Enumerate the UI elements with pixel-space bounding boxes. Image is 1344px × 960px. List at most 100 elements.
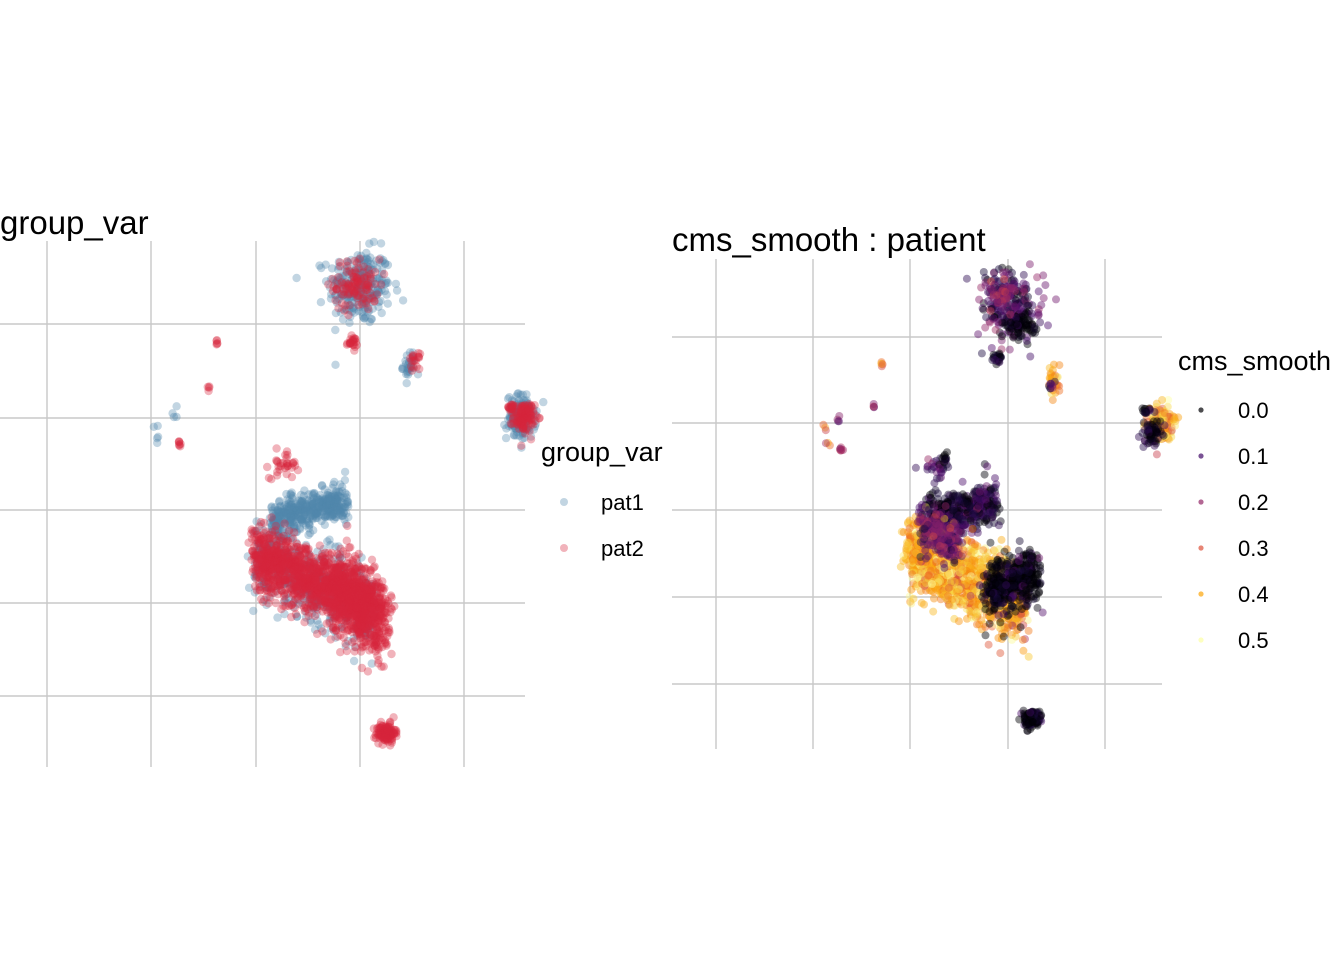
scatter-point (385, 734, 395, 744)
scatter-point (315, 261, 324, 270)
scatter-point (329, 495, 338, 504)
scatter-point (524, 426, 534, 435)
scatter-point (286, 512, 295, 521)
scatter-point (506, 400, 516, 409)
scatter-point (869, 402, 878, 411)
scatter-point (362, 248, 371, 258)
scatter-point (287, 612, 296, 622)
scatter-point (328, 507, 338, 517)
scatter-point (514, 417, 524, 426)
scatter-point (268, 506, 277, 515)
scatter-point (392, 727, 401, 737)
scatter-point (517, 413, 526, 422)
scatter-point (174, 437, 184, 446)
scatter-point (521, 403, 530, 412)
scatter-point (264, 549, 273, 558)
scatter-point (521, 414, 530, 424)
scatter-point (308, 489, 317, 498)
scatter-point (386, 727, 395, 736)
scatter-point (511, 423, 520, 433)
scatter-point (319, 499, 328, 509)
scatter-point (308, 503, 317, 512)
scatter-point (507, 400, 516, 410)
scatter-point (355, 268, 364, 278)
scatter-point (409, 353, 418, 363)
scatter-point (354, 307, 363, 316)
scatter-point (415, 364, 424, 374)
scatter-point (390, 725, 400, 735)
scatter-point (377, 308, 386, 318)
scatter-point (379, 733, 388, 742)
scatter-point (515, 431, 524, 440)
scatter-point (512, 408, 521, 417)
scatter-point (383, 260, 393, 270)
scatter-point (265, 513, 275, 523)
scatter-point (336, 648, 345, 657)
scatter-point (995, 358, 1004, 367)
scatter-point (269, 577, 278, 586)
scatter-point (267, 513, 276, 522)
scatter-point (290, 457, 299, 467)
scatter-point (370, 733, 379, 742)
scatter-point (274, 530, 284, 539)
scatter-point (362, 254, 372, 264)
scatter-point (373, 274, 382, 283)
scatter-point (523, 401, 533, 411)
scatter-point (306, 511, 316, 520)
scatter-point (290, 564, 299, 574)
scatter-point (276, 507, 285, 517)
scatter-point (350, 334, 360, 343)
scatter-point (347, 268, 356, 277)
scatter-point (506, 419, 515, 428)
scatter-point (378, 729, 387, 738)
scatter-point (911, 463, 920, 472)
scatter-point (343, 279, 352, 289)
scatter-point (506, 420, 515, 429)
scatter-point (375, 255, 384, 264)
scatter-point (340, 306, 349, 315)
scatter-point (381, 728, 391, 737)
scatter-point (273, 519, 282, 529)
scatter-point (335, 258, 345, 267)
scatter-point (405, 367, 414, 377)
scatter-point (368, 290, 377, 299)
scatter-point (524, 419, 533, 428)
scatter-point (523, 406, 532, 416)
scatter-point (383, 725, 392, 735)
scatter-point (509, 404, 519, 414)
scatter-point (520, 416, 530, 425)
scatter-point (530, 415, 539, 424)
scatter-point (357, 281, 366, 291)
scatter-point (514, 404, 523, 413)
scatter-point (348, 303, 357, 313)
scatter-point (288, 459, 297, 468)
scatter-point (385, 730, 394, 739)
scatter-point (507, 404, 516, 414)
scatter-point (289, 509, 298, 518)
scatter-point (339, 280, 348, 289)
scatter-point (1026, 708, 1035, 717)
scatter-point (314, 511, 323, 520)
scatter-point (149, 422, 158, 431)
scatter-point (519, 410, 528, 419)
scatter-point (298, 514, 307, 523)
scatter-point (387, 725, 396, 735)
scatter-point (407, 356, 416, 365)
scatter-point (509, 419, 518, 428)
scatter-point (539, 397, 548, 407)
scatter-point (524, 413, 533, 422)
scatter-point (991, 325, 1000, 334)
scatter-point (524, 413, 533, 423)
scatter-point (273, 512, 282, 522)
scatter-point (249, 606, 258, 616)
scatter-point (1030, 324, 1039, 333)
scatter-point (301, 521, 311, 530)
scatter-point (519, 420, 528, 430)
scatter-point (345, 266, 354, 275)
scatter-point (376, 280, 386, 289)
scatter-point (367, 291, 376, 300)
scatter-point (386, 731, 395, 740)
scatter-point (357, 308, 367, 317)
scatter-point (381, 730, 390, 739)
scatter-point (361, 254, 371, 263)
